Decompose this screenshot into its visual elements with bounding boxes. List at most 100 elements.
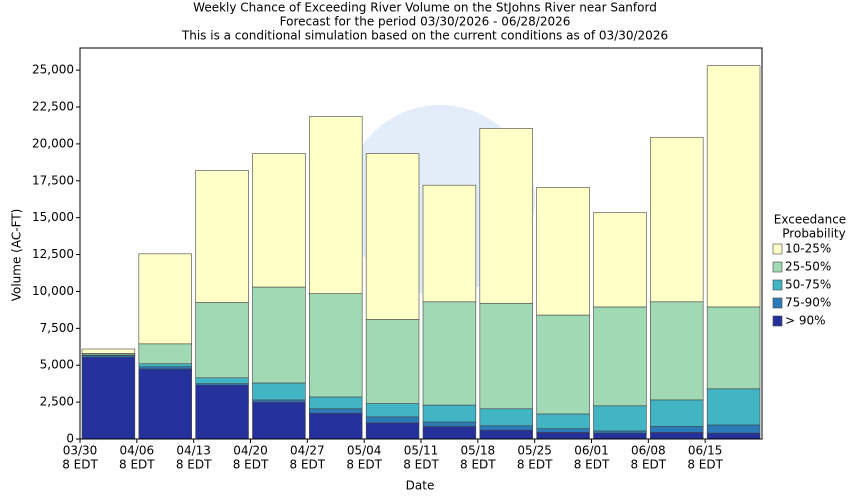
x-tick-label: 04/27 — [290, 444, 325, 458]
bar-segment — [138, 363, 192, 368]
bar-segment — [593, 212, 647, 308]
bar-segment — [422, 404, 477, 423]
bar-segment — [309, 412, 363, 440]
legend-swatch — [772, 243, 783, 255]
bar-segment — [593, 405, 647, 432]
bar-segment — [138, 368, 192, 440]
legend-swatch — [772, 297, 783, 309]
bar-segment — [536, 314, 590, 415]
bar-segment — [650, 301, 704, 401]
bar-segment — [252, 153, 306, 288]
x-tick-label: 04/20 — [233, 444, 268, 458]
x-tick-label: 8 EDT — [62, 458, 98, 472]
x-tick-label: 8 EDT — [574, 458, 610, 472]
bar-segment — [479, 302, 533, 410]
y-tick-label: 25,000 — [32, 63, 74, 77]
x-tick-label: 8 EDT — [176, 458, 212, 472]
y-tick-label: 10,000 — [32, 284, 74, 298]
x-tick-label: 06/15 — [688, 444, 723, 458]
y-tick-label: 22,500 — [32, 100, 74, 114]
x-tick-label: 8 EDT — [119, 458, 155, 472]
legend-swatch — [772, 261, 783, 273]
bar-segment — [479, 429, 533, 440]
bar-segment — [706, 432, 761, 440]
bar-segment — [138, 253, 192, 345]
bar-segment — [309, 293, 363, 398]
bar-segment — [422, 184, 477, 303]
x-tick-label: 8 EDT — [233, 458, 269, 472]
bar-segment — [650, 432, 704, 440]
bar-segment — [195, 170, 249, 303]
bar-segment — [252, 286, 306, 384]
bar-segment — [593, 430, 647, 434]
legend-swatch — [772, 315, 783, 327]
y-tick-label: 0 — [66, 432, 74, 446]
x-tick-label: 04/06 — [120, 444, 155, 458]
legend-label: 25-50% — [785, 260, 831, 274]
bar-segment — [593, 306, 647, 407]
x-tick-label: 05/25 — [517, 444, 552, 458]
bar-segment — [479, 425, 533, 431]
bar-segment — [365, 153, 420, 320]
bar-segment — [252, 399, 306, 403]
bar-segment — [309, 116, 363, 294]
chart-title: Weekly Chance of Exceeding River Volume … — [193, 1, 657, 15]
bar-segment — [365, 416, 420, 424]
bar-segment — [195, 384, 249, 440]
bar-segment — [479, 408, 533, 427]
bar-segment — [81, 348, 136, 354]
x-tick-label: 05/11 — [404, 444, 439, 458]
y-tick-label: 12,500 — [32, 247, 74, 261]
chart-subtitle: This is a conditional simulation based o… — [181, 29, 668, 43]
plot-border — [79, 47, 763, 440]
x-tick-label: 03/30 — [63, 444, 98, 458]
x-tick-label: 05/18 — [461, 444, 496, 458]
y-axis-label: Volume (AC-FT) — [10, 209, 24, 302]
bar-segment — [706, 388, 761, 426]
legend-swatch — [772, 279, 783, 291]
x-tick-label: 06/08 — [631, 444, 666, 458]
bar-segment — [536, 413, 590, 429]
bar-segment — [593, 432, 647, 440]
bar-segment — [536, 187, 590, 316]
bar-segment — [650, 399, 704, 427]
bar-segment — [252, 382, 306, 401]
bar-segment — [365, 403, 420, 418]
x-tick-label: 04/13 — [176, 444, 211, 458]
y-tick-label: 2,500 — [40, 395, 74, 409]
bar-segment — [252, 401, 306, 440]
bar-segment — [195, 302, 249, 379]
bar-segment — [706, 65, 761, 308]
bar-segment — [138, 366, 192, 370]
bar-segment — [650, 426, 704, 433]
legend-label: 50-75% — [785, 278, 831, 292]
bar-segment — [309, 396, 363, 410]
chart-subtitle: Forecast for the period 03/30/2026 - 06/… — [280, 15, 571, 29]
x-tick-label: 05/04 — [347, 444, 382, 458]
legend-title: Probability — [782, 227, 845, 241]
bar-segment — [81, 356, 136, 440]
bar-segment — [536, 432, 590, 440]
x-axis-label: Date — [406, 479, 435, 493]
y-tick-label: 7,500 — [40, 321, 74, 335]
bar-segment — [422, 421, 477, 427]
x-tick-label: 8 EDT — [631, 458, 667, 472]
y-tick-label: 17,500 — [32, 173, 74, 187]
legend-title: Exceedance — [774, 213, 846, 227]
x-tick-label: 8 EDT — [346, 458, 382, 472]
bar-segment — [365, 422, 420, 440]
bar-segment — [479, 128, 533, 304]
x-tick-label: 8 EDT — [290, 458, 326, 472]
bar-segment — [365, 319, 420, 404]
y-tick-label: 20,000 — [32, 136, 74, 150]
bar-segment — [650, 136, 704, 303]
x-tick-label: 8 EDT — [517, 458, 553, 472]
bar-segment — [706, 306, 761, 390]
bar-segment — [309, 408, 363, 414]
bar-segment — [138, 343, 192, 365]
y-tick-label: 5,000 — [40, 358, 74, 372]
legend-label: 10-25% — [785, 242, 831, 256]
legend-label: 75-90% — [785, 296, 831, 310]
bar-segment — [422, 301, 477, 406]
